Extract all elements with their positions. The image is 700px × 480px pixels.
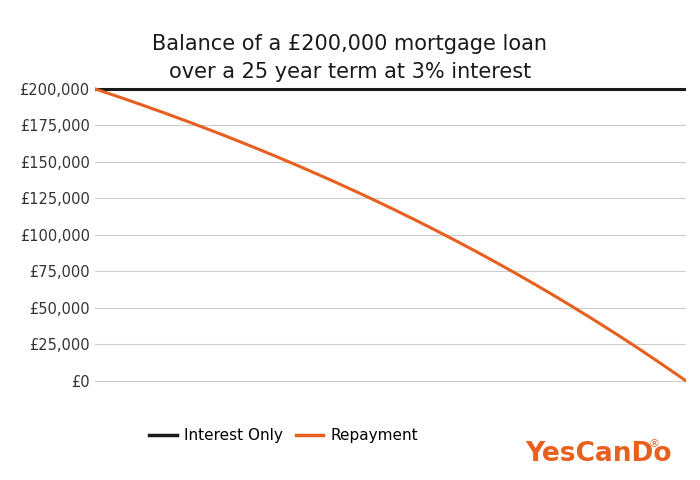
Text: over a 25 year term at 3% interest: over a 25 year term at 3% interest (169, 62, 531, 83)
Text: YesCanDo: YesCanDo (525, 441, 672, 467)
Text: ®: ® (649, 439, 660, 449)
Legend: Interest Only, Repayment: Interest Only, Repayment (144, 422, 424, 450)
Text: Balance of a £200,000 mortgage loan: Balance of a £200,000 mortgage loan (153, 34, 547, 54)
